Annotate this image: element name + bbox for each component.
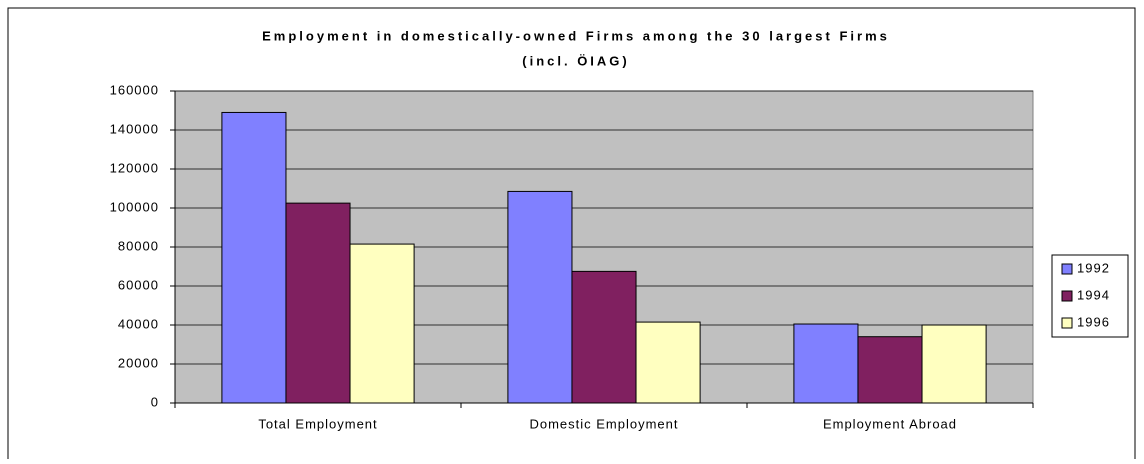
bar bbox=[857, 336, 923, 404]
bar bbox=[221, 111, 287, 404]
bar bbox=[635, 321, 701, 404]
y-tick-label: 120000 bbox=[110, 160, 159, 175]
bar bbox=[793, 323, 859, 404]
x-tick-label: Total Employment bbox=[258, 416, 377, 431]
x-tick-label: Employment Abroad bbox=[823, 416, 957, 431]
bar bbox=[507, 190, 573, 404]
bar bbox=[285, 202, 351, 404]
y-tick-label: 100000 bbox=[110, 199, 159, 214]
y-tick-label: 60000 bbox=[118, 277, 159, 292]
y-tick-label: 160000 bbox=[110, 82, 159, 97]
legend-label: 1996 bbox=[1077, 314, 1110, 329]
y-tick-label: 40000 bbox=[118, 316, 159, 331]
legend-swatch bbox=[1061, 317, 1073, 329]
bar bbox=[571, 270, 637, 404]
legend-swatch bbox=[1061, 263, 1073, 275]
legend-label: 1994 bbox=[1077, 287, 1110, 302]
legend-label: 1992 bbox=[1077, 260, 1110, 275]
x-tick-label: Domestic Employment bbox=[529, 416, 678, 431]
bar bbox=[349, 243, 415, 404]
legend-swatch bbox=[1061, 290, 1073, 302]
bar bbox=[921, 324, 987, 404]
chart-title: Employment in domestically-owned Firms a… bbox=[262, 28, 890, 43]
y-tick-label: 140000 bbox=[110, 121, 159, 136]
y-tick-label: 20000 bbox=[118, 355, 159, 370]
y-tick-label: 0 bbox=[151, 394, 159, 409]
chart-subtitle: (incl. ÖIAG) bbox=[522, 53, 630, 68]
y-tick-label: 80000 bbox=[118, 238, 159, 253]
